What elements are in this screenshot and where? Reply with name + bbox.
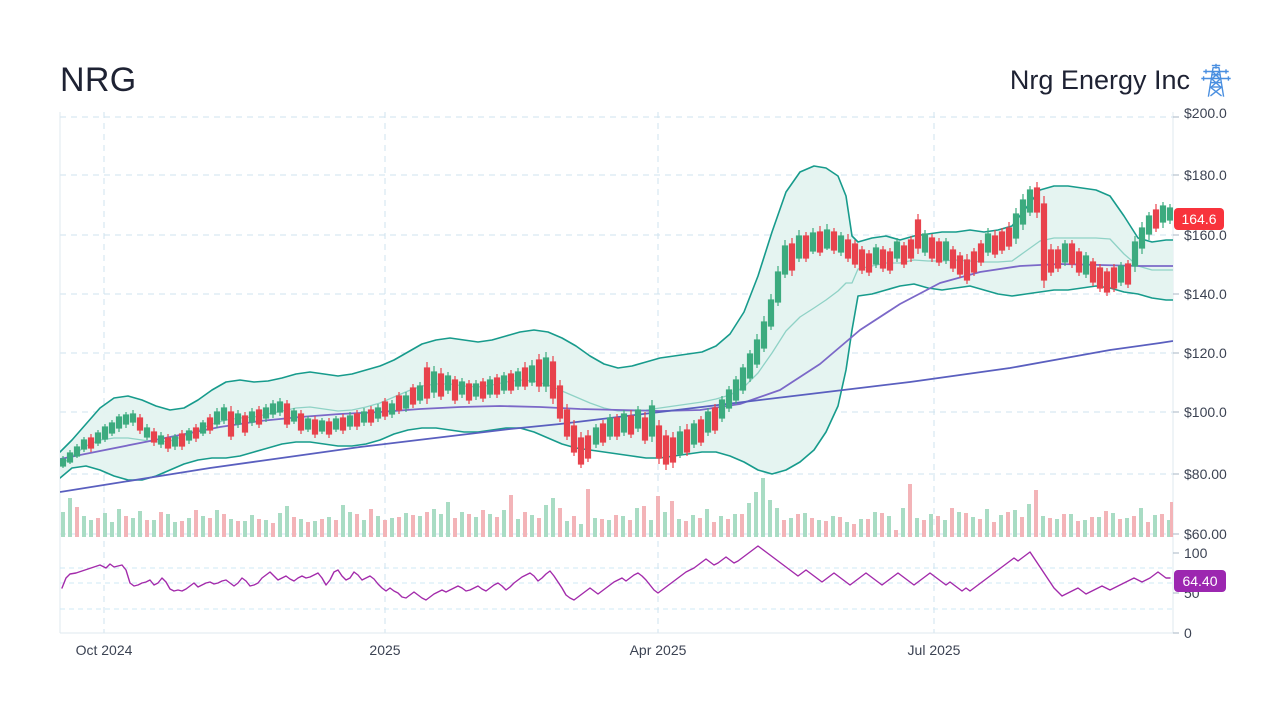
y-tick-label: $120.0 (1184, 345, 1227, 361)
last-price-badge: 164.6 (1174, 208, 1224, 230)
y-tick-label: $200.0 (1184, 105, 1227, 121)
bollinger-lower-band (60, 283, 1173, 481)
company-name: Nrg Energy Inc (1009, 65, 1190, 95)
company-header: Nrg Energy Inc (1010, 63, 1232, 97)
plot-frame (59, 112, 1174, 634)
y-tick-label: $140.0 (1184, 286, 1227, 302)
price-axis-labels: $200.0 $180.0 $160.0 $140.0 $120.0 $100.… (1184, 105, 1227, 542)
y-tick-label: $60.00 (1184, 526, 1227, 542)
bollinger-upper-band (60, 165, 1173, 453)
y-tick-label: $180.0 (1184, 167, 1227, 183)
rsi-axis-labels: 100 50 0 (1184, 545, 1208, 641)
rsi-value-badge: 64.40 (1174, 570, 1226, 592)
rsi-reference-lines (60, 567, 1173, 610)
rsi-value: 64.40 (1182, 573, 1217, 589)
last-price-value: 164.6 (1181, 211, 1216, 227)
rsi-panel (60, 545, 1173, 610)
candlestick-series (60, 182, 1173, 470)
page-title: NRG (60, 61, 137, 99)
date-gridlines (103, 112, 935, 633)
x-tick-label: Apr 2025 (630, 642, 687, 658)
x-tick-label: Oct 2024 (76, 642, 133, 658)
x-axis-labels: Oct 2024 2025 Apr 2025 Jul 2025 (76, 642, 961, 658)
rsi-tick-label: 0 (1184, 625, 1192, 641)
rsi-tick-label: 100 (1184, 545, 1208, 561)
volume-series (61, 478, 1173, 537)
y-tick-label: $80.00 (1184, 466, 1227, 482)
x-tick-label: Jul 2025 (908, 642, 961, 658)
axis-ticks (1173, 116, 1179, 634)
x-tick-label: 2025 (369, 642, 400, 658)
rsi-line (61, 545, 1171, 601)
y-tick-label: $100.0 (1184, 404, 1227, 420)
electricity-pylon-icon (1200, 63, 1232, 97)
y-tick-label: $160.0 (1184, 227, 1227, 243)
